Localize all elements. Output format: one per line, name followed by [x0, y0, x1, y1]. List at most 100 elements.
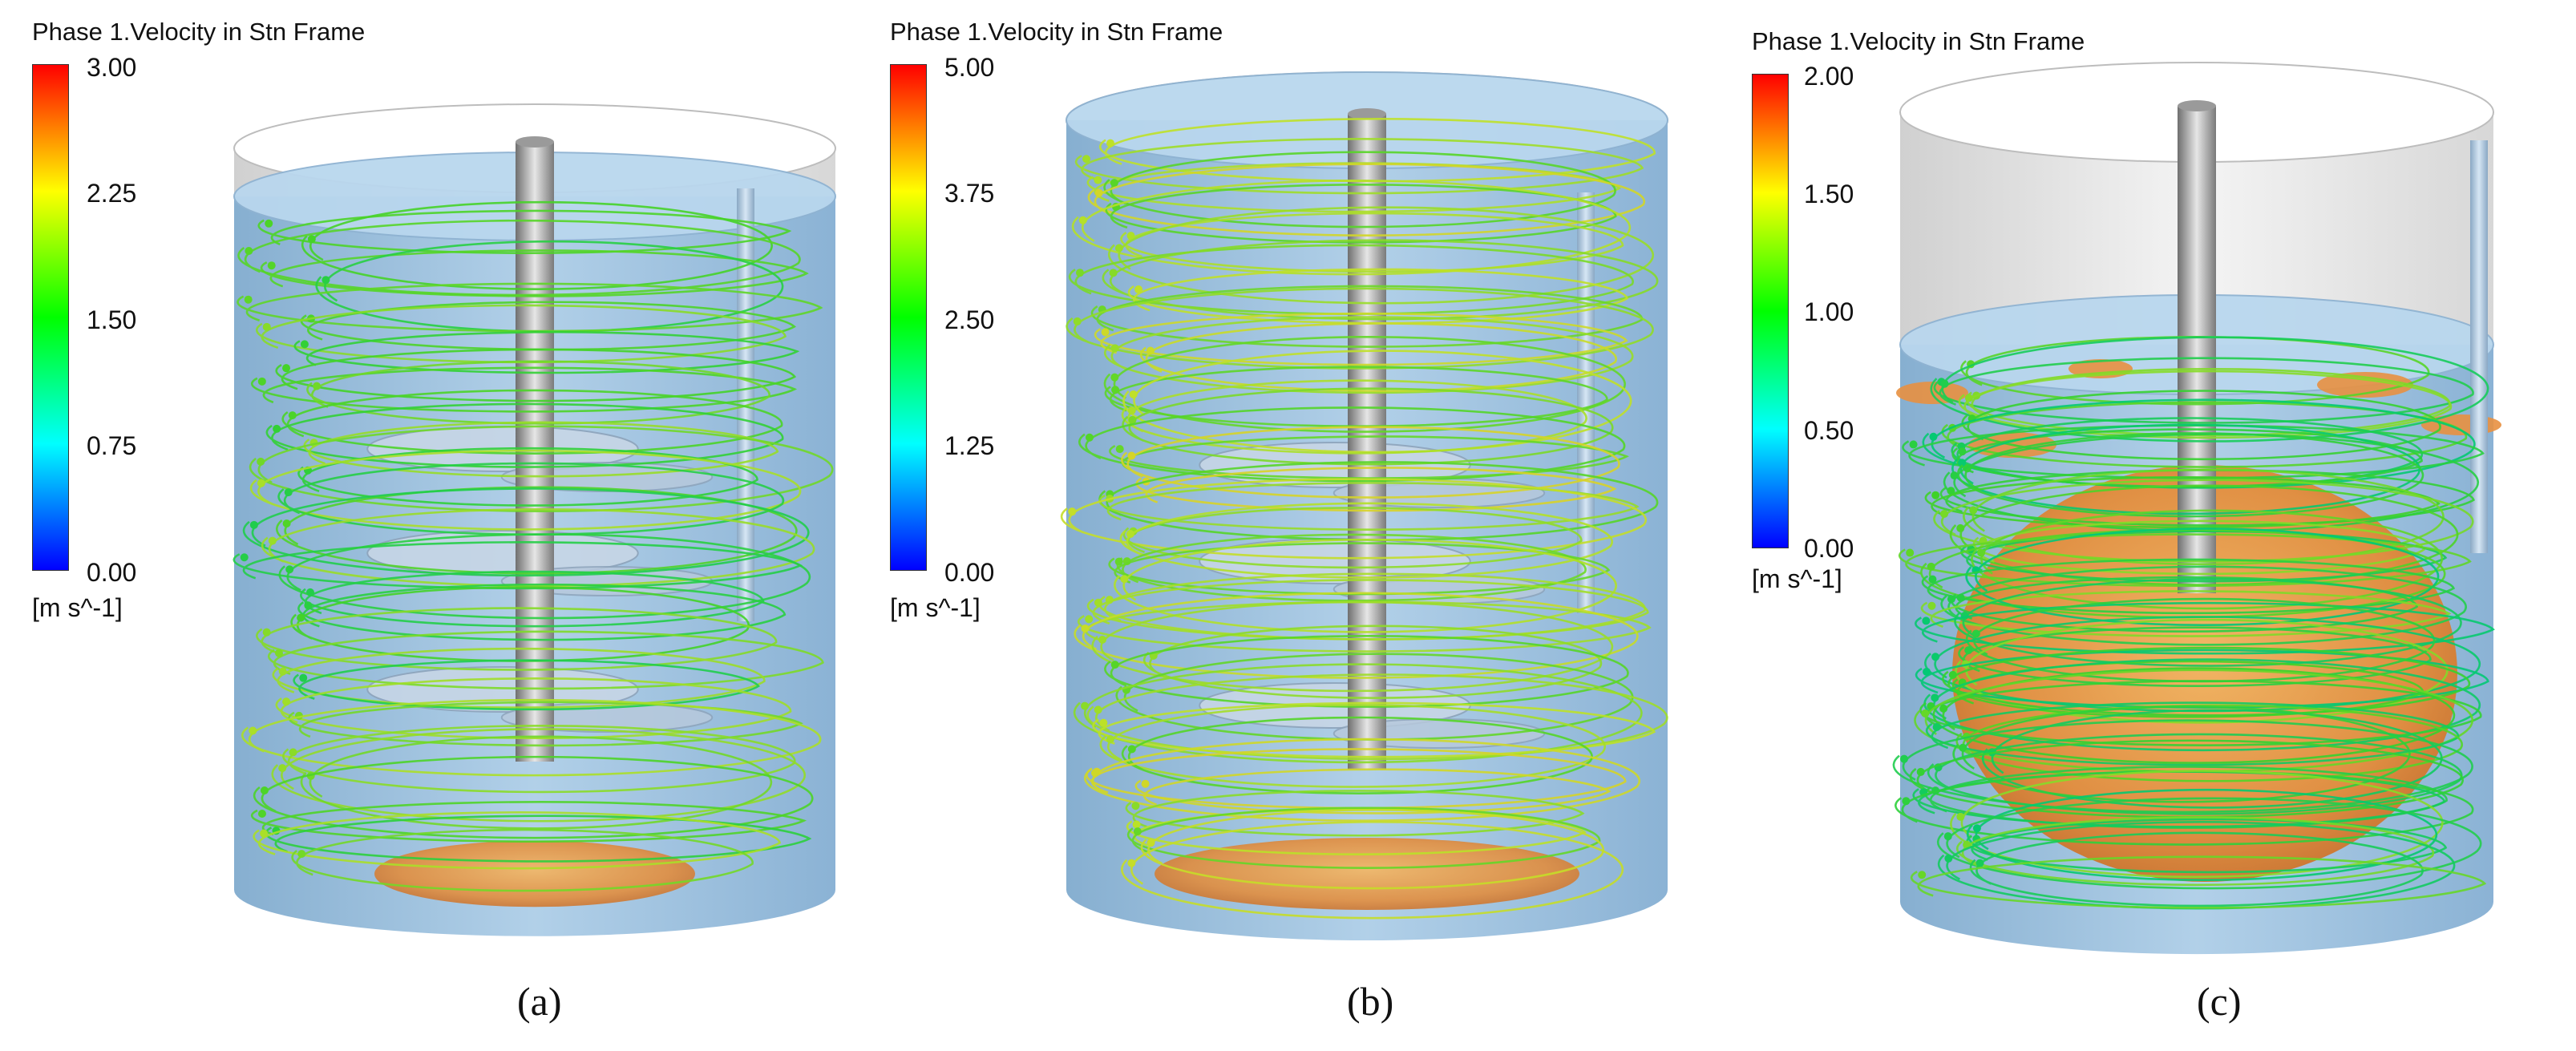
- streamline: [1910, 855, 2487, 909]
- streamline-arrow: [1948, 670, 1957, 679]
- streamline: [1114, 538, 1617, 633]
- streamline-arrow: [1110, 344, 1119, 353]
- streamline-arrow: [297, 613, 305, 622]
- streamline: [257, 209, 792, 254]
- streamline-arrow: [1940, 379, 1949, 388]
- streamline: [1098, 482, 1640, 531]
- streamline-arrow: [1931, 653, 1940, 661]
- streamline-arrow: [1127, 451, 1136, 460]
- tick-label: 0.75: [87, 431, 137, 460]
- streamline: [1090, 285, 1644, 348]
- streamline-arrow: [1931, 693, 1939, 702]
- streamline: [1087, 163, 1646, 236]
- legend-title-a: Phase 1.Velocity in Stn Frame: [32, 18, 366, 46]
- streamline-arrow: [1078, 216, 1087, 224]
- streamline: [1119, 502, 1613, 579]
- streamline: [1933, 479, 2474, 563]
- streamline-arrow: [1126, 530, 1134, 539]
- streamline-arrow: [257, 479, 265, 487]
- streamline: [1121, 379, 1587, 455]
- streamline: [1103, 316, 1634, 394]
- streamline: [1092, 701, 1656, 758]
- streamline: [1915, 649, 2489, 709]
- streamline: [1073, 663, 1643, 764]
- streamline-arrow: [1922, 616, 1931, 625]
- streamline-arrow: [1928, 575, 1937, 584]
- streamline-arrow: [1972, 824, 1981, 833]
- streamline: [1954, 578, 2462, 667]
- streamline: [237, 282, 823, 333]
- streamline-arrow: [273, 424, 281, 433]
- caption-b: (b): [1347, 979, 1394, 1024]
- streamline: [281, 389, 783, 455]
- streamline-arrow: [1099, 718, 1108, 727]
- streamline: [1086, 162, 1621, 213]
- streamline-arrow: [245, 247, 253, 256]
- streamline: [1066, 287, 1654, 370]
- streamline-arrow: [1964, 646, 1973, 655]
- streamline-arrow: [1969, 506, 1978, 515]
- streamline-arrow: [1127, 859, 1136, 867]
- streamline-arrow: [267, 261, 276, 270]
- streamline-arrow: [304, 601, 313, 610]
- streamline-arrow: [1129, 390, 1138, 398]
- streamline-arrow: [1927, 601, 1936, 610]
- legend-title-c: Phase 1.Velocity in Stn Frame: [1752, 27, 2085, 55]
- streamline-arrow: [1101, 328, 1110, 337]
- streamline: [290, 586, 750, 662]
- streamline-arrow: [1127, 745, 1136, 754]
- streamline: [288, 701, 803, 747]
- streamline-arrow: [1931, 491, 1940, 499]
- streamline-arrow: [299, 673, 308, 682]
- streamline-arrow: [313, 382, 321, 390]
- streamline: [1952, 705, 2411, 803]
- streamline: [1895, 770, 2474, 846]
- streamline-arrow: [1141, 779, 1150, 788]
- streamline-arrow: [305, 588, 314, 596]
- streamline-arrow: [257, 809, 266, 818]
- streamline: [265, 815, 812, 863]
- shaft-top: [516, 136, 554, 148]
- streamline: [275, 348, 797, 402]
- streamline-arrow: [1094, 705, 1102, 714]
- streamline: [291, 828, 754, 892]
- streamline: [1966, 788, 2438, 881]
- streamline-arrow: [1927, 562, 1935, 571]
- streamline-arrow: [1923, 667, 1931, 676]
- streamline: [1939, 469, 2475, 527]
- streamline-arrow: [1085, 433, 1094, 442]
- streamline: [1103, 151, 1616, 228]
- tick-label: 1.25: [944, 431, 995, 460]
- streamline-arrow: [1977, 548, 1986, 557]
- streamline: [276, 486, 798, 575]
- streamline-arrow: [1947, 487, 1955, 495]
- streamline: [1121, 716, 1593, 794]
- streamline: [256, 304, 787, 364]
- streamline: [1923, 658, 2481, 752]
- streamline: [1956, 432, 2424, 518]
- streamline: [1104, 634, 1629, 708]
- legend-unit-a: [m s^-1]: [32, 593, 123, 622]
- streamline-arrow: [1943, 832, 1952, 841]
- streamline: [237, 219, 801, 297]
- streamline-arrow: [1085, 615, 1094, 624]
- streamline-arrow: [1950, 471, 1959, 480]
- streamline-arrow: [288, 411, 297, 420]
- streamline-arrow: [289, 748, 297, 757]
- streamline-arrow: [1106, 139, 1115, 148]
- streamline: [250, 801, 807, 843]
- impeller-shaft: [2178, 106, 2216, 593]
- streamline: [1914, 669, 2474, 773]
- streamline: [1142, 625, 1603, 699]
- streamline-arrow: [1127, 406, 1136, 415]
- streamline-arrow: [260, 786, 269, 794]
- streamline-arrow: [1081, 701, 1090, 710]
- shaft-top: [2178, 100, 2216, 111]
- streamline-arrow: [244, 295, 253, 304]
- streamline: [1071, 179, 1632, 276]
- streamline-arrow: [249, 520, 258, 529]
- streamline-arrow: [1134, 285, 1143, 294]
- streamline: [282, 724, 796, 794]
